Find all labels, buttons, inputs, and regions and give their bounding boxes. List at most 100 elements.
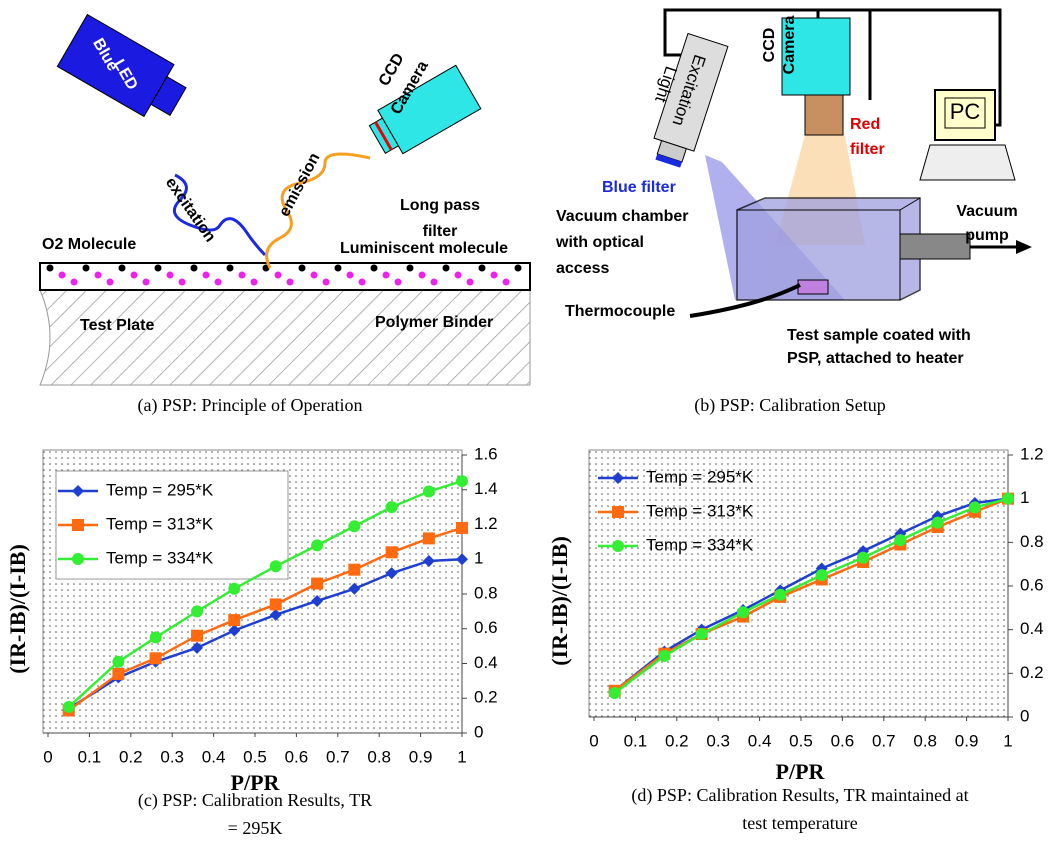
molecule — [502, 278, 510, 286]
red-filter-label: filter — [850, 141, 885, 158]
point — [968, 501, 981, 514]
caption: (c) PSP: Calibration Results, TR — [138, 790, 372, 811]
x-tick-label: 0.3 — [706, 731, 730, 750]
molecule — [166, 271, 174, 279]
molecule — [358, 278, 366, 286]
y-tick-label: 1 — [1020, 488, 1029, 507]
point — [695, 628, 708, 641]
molecule — [58, 271, 66, 279]
excitation-light — [653, 32, 729, 168]
y-tick-label: 0.2 — [474, 688, 498, 707]
y-tick-label: 1.6 — [474, 444, 498, 463]
point — [191, 641, 204, 654]
x-tick-label: 0.3 — [160, 747, 184, 766]
molecule — [94, 271, 102, 279]
x-tick-label: 0.6 — [831, 731, 855, 750]
x-tick-label: 1 — [457, 747, 466, 766]
panel-b: Excitation Light CCD Camera Red filter P… — [555, 8, 1032, 416]
binder-label: Polymer Binder — [375, 314, 493, 331]
x-tick-label: 0.1 — [78, 747, 102, 766]
x-tick-label: 0.6 — [285, 747, 309, 766]
x-axis-label: P/PR — [231, 770, 281, 795]
point — [311, 577, 324, 590]
x-tick-label: 0 — [589, 731, 598, 750]
x-tick-label: 0.8 — [367, 747, 391, 766]
point — [348, 582, 361, 595]
test-plate-shape — [39, 289, 531, 386]
legend-label: Temp = 313*K — [646, 501, 754, 520]
point — [269, 598, 282, 611]
filter-label: filter — [423, 223, 458, 240]
sample-label: PSP, attached to heater — [787, 350, 964, 367]
sample — [797, 279, 829, 295]
point — [422, 485, 435, 498]
thermocouple-wire — [689, 283, 801, 318]
legend-label: Temp = 313*K — [106, 514, 214, 533]
y-tick-label: 0.2 — [1020, 663, 1044, 682]
molecule — [418, 271, 426, 279]
molecule — [454, 271, 462, 279]
molecule — [322, 278, 330, 286]
y-axis-label: (IR-IB)/(I-IB) — [5, 544, 30, 674]
molecule — [406, 264, 414, 272]
point — [608, 686, 621, 699]
point — [269, 608, 282, 621]
point — [191, 629, 204, 642]
molecule — [286, 278, 294, 286]
legend-label: Temp = 334*K — [646, 535, 754, 554]
point — [737, 606, 750, 619]
x-tick-label: 0.7 — [872, 731, 896, 750]
point — [191, 605, 204, 618]
legend-label: Temp = 295*K — [106, 480, 214, 499]
chamber-label: access — [556, 260, 609, 277]
chamber-label: Vacuum chamber — [556, 208, 689, 225]
point — [385, 567, 398, 580]
pump-pipe — [899, 233, 971, 260]
molecule — [274, 271, 282, 279]
led — [56, 13, 187, 118]
red-filter-label: Red — [850, 116, 880, 133]
x-tick-label: 0.2 — [665, 731, 689, 750]
point — [931, 516, 944, 529]
camera-body — [781, 17, 851, 96]
pc-label: PC — [950, 99, 981, 124]
x-tick-label: 0.4 — [748, 731, 772, 750]
molecule — [430, 278, 438, 286]
excitation-label: excitation — [162, 174, 219, 245]
molecule — [106, 278, 114, 286]
x-tick-label: 0.4 — [202, 747, 226, 766]
point — [456, 521, 468, 534]
filter-label: Long pass — [400, 197, 480, 214]
camera-label: Camera — [781, 16, 798, 75]
molecule — [310, 271, 318, 279]
luminiscent-label: Luminiscent molecule — [340, 240, 508, 257]
point — [857, 551, 870, 564]
molecule — [130, 271, 138, 279]
x-tick-label: 0 — [43, 747, 52, 766]
thermocouple-label: Thermocouple — [565, 303, 675, 320]
point — [612, 506, 624, 518]
molecule — [382, 271, 390, 279]
emission-wave — [265, 152, 371, 269]
point — [815, 569, 828, 582]
y-tick-label: 0.6 — [474, 618, 498, 637]
point — [348, 563, 361, 576]
molecule — [466, 278, 474, 286]
y-tick-label: 0 — [1020, 706, 1029, 725]
y-tick-label: 0.8 — [474, 583, 498, 602]
x-tick-label: 0.9 — [409, 747, 433, 766]
point — [269, 560, 282, 573]
molecule — [370, 264, 378, 272]
point — [1002, 492, 1014, 505]
molecule — [238, 271, 246, 279]
molecule — [214, 278, 222, 286]
x-tick-label: 0.5 — [789, 731, 813, 750]
caption: = 295K — [228, 818, 283, 838]
point — [149, 631, 162, 644]
point — [149, 652, 162, 665]
point — [456, 553, 468, 566]
molecule — [478, 264, 486, 272]
point — [894, 534, 907, 547]
point — [385, 501, 398, 514]
